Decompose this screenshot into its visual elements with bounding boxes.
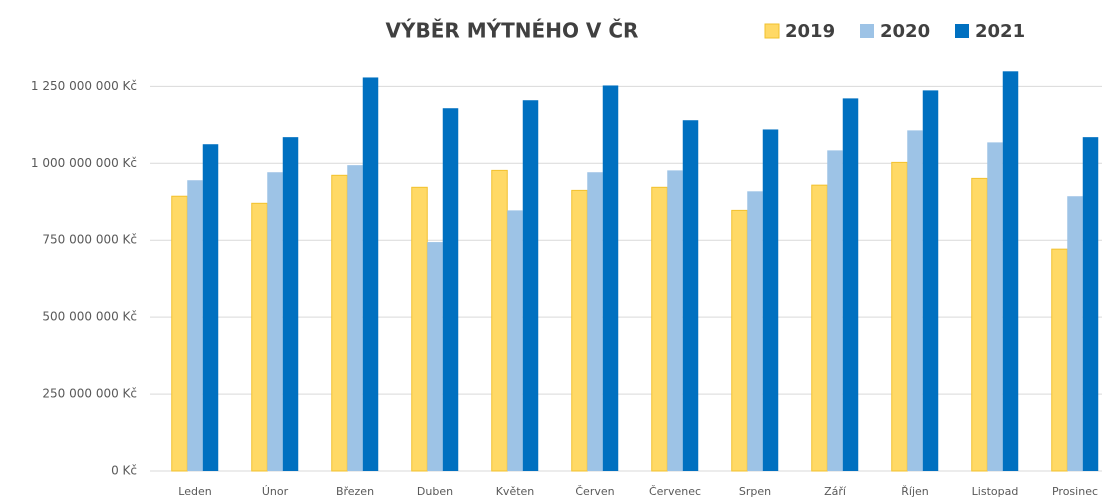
bar (267, 172, 283, 471)
bar (491, 169, 508, 472)
bar (922, 90, 939, 471)
bar (411, 186, 428, 472)
bar (282, 137, 299, 471)
x-tick-label: Březen (336, 485, 374, 498)
bar (971, 177, 988, 472)
x-tick-label: Říjen (901, 485, 929, 498)
bar (202, 144, 219, 471)
bar (747, 191, 763, 472)
bar (171, 195, 188, 472)
x-tick-label: Únor (262, 485, 289, 498)
bar (571, 189, 588, 472)
bar (362, 77, 379, 471)
bar (987, 142, 1003, 471)
bar (907, 130, 923, 471)
x-tick-label: Září (824, 485, 847, 498)
bar (1082, 137, 1099, 471)
x-tick-label: Červenec (649, 485, 701, 498)
legend-label: 2020 (880, 21, 930, 42)
x-tick-label: Červen (575, 485, 614, 498)
bar (731, 209, 748, 472)
legend-swatch (764, 23, 780, 39)
x-tick-label: Duben (417, 485, 453, 498)
bar (187, 180, 203, 471)
y-tick-label: 500 000 000 Kč (42, 310, 137, 324)
bar (1051, 248, 1068, 472)
legend-swatch (955, 24, 969, 38)
y-tick-label: 0 Kč (111, 464, 137, 478)
bar (507, 210, 523, 471)
legend-label: 2019 (785, 21, 835, 42)
bar (442, 108, 459, 471)
bar (251, 202, 268, 472)
bar (667, 170, 683, 471)
bar (682, 120, 699, 471)
bar (1067, 196, 1083, 471)
bar (347, 165, 363, 471)
bar (891, 161, 908, 472)
bar (427, 242, 443, 471)
x-tick-label: Květen (496, 485, 535, 498)
bar (811, 184, 828, 472)
bar (331, 174, 348, 472)
bar (651, 186, 668, 472)
y-tick-label: 1 000 000 000 Kč (31, 156, 137, 170)
x-tick-label: Srpen (739, 485, 771, 498)
y-tick-label: 1 250 000 000 Kč (31, 79, 137, 93)
chart-title: VÝBĚR MÝTNÉHO V ČR (386, 19, 639, 43)
x-tick-label: Leden (178, 485, 211, 498)
x-tick-label: Prosinec (1052, 485, 1098, 498)
bar (522, 100, 539, 471)
legend-swatch (860, 24, 874, 38)
bar (602, 85, 619, 471)
bar (762, 129, 779, 471)
y-tick-label: 750 000 000 Kč (42, 233, 137, 247)
bar (1002, 71, 1019, 472)
y-tick-label: 250 000 000 Kč (42, 387, 137, 401)
bar (842, 98, 859, 471)
bar (827, 150, 843, 471)
x-tick-label: Listopad (972, 485, 1019, 498)
bar (587, 172, 603, 471)
legend-label: 2021 (975, 21, 1025, 42)
